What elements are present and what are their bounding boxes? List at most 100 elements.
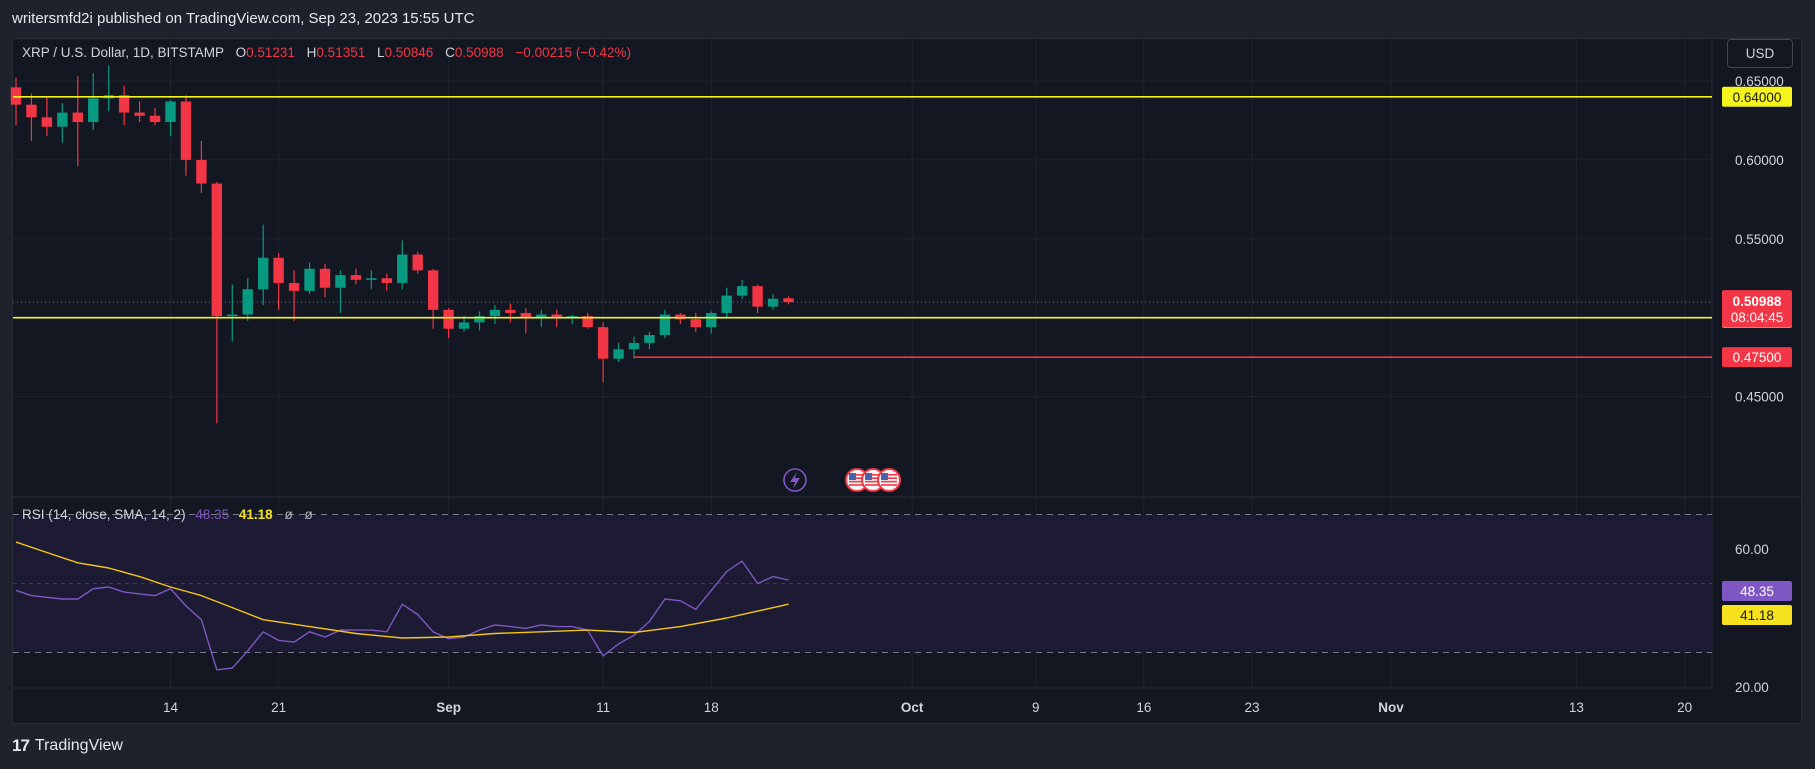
us-flag-stripe: [849, 484, 865, 486]
level-tag-label: 0.64000: [1733, 90, 1782, 105]
close-value: 0.50988: [454, 45, 504, 60]
rsi-value-tag: [1722, 581, 1792, 601]
candle-body: [736, 286, 748, 296]
open-label: O: [235, 45, 247, 60]
publisher-line: writersmfd2i published on TradingView.co…: [12, 10, 475, 27]
x-tick-label: 18: [704, 700, 719, 715]
candle-body: [335, 275, 346, 288]
rsi-empty-value-1: ø: [284, 507, 293, 522]
candle-body: [412, 254, 423, 271]
symbol-name[interactable]: XRP / U.S. Dollar, 1D, BITSTAMP: [22, 45, 224, 60]
countdown-label: 08:04:45: [1731, 310, 1784, 325]
candle-body: [536, 314, 547, 318]
high-label: H: [306, 45, 317, 60]
tradingview-brand: TradingView: [34, 737, 123, 754]
last-price-label: 0.50988: [1733, 294, 1782, 309]
us-flag-stripe: [849, 480, 865, 483]
low-label: L: [377, 45, 385, 60]
us-flag-stripe: [865, 474, 881, 476]
candle-body: [644, 335, 655, 343]
rsi-indicator-name[interactable]: RSI (14, close, SMA, 14, 2): [22, 507, 186, 522]
candle-body: [227, 314, 238, 317]
candle-body: [304, 268, 315, 291]
candle-body: [706, 312, 717, 328]
x-tick-label: 23: [1244, 700, 1259, 715]
candle-body: [258, 257, 269, 290]
us-flag-canton: [865, 473, 872, 480]
level-tag-label: 0.47500: [1733, 350, 1782, 365]
us-flag-stripe: [881, 474, 897, 476]
rsi-empty-value-2: ø: [304, 507, 313, 522]
candle-body: [242, 289, 253, 315]
x-tick-label: 16: [1136, 700, 1151, 715]
tradingview-logo[interactable]: 17 TradingView: [12, 736, 123, 756]
x-tick-label: 11: [596, 700, 610, 715]
last-price-tag: [1722, 290, 1792, 328]
candle-body: [752, 286, 763, 307]
candle-body: [288, 282, 300, 291]
candle-body: [366, 278, 377, 280]
candle-body: [319, 268, 331, 288]
candle-body: [165, 101, 176, 123]
currency-button[interactable]: USD: [1727, 39, 1793, 68]
us-flag-canton: [849, 473, 856, 480]
top-bar: writersmfd2i published on TradingView.co…: [0, 0, 1815, 38]
rsi-y-tick-label: 60.00: [1735, 542, 1769, 557]
y-tick-label: 0.60000: [1735, 153, 1784, 168]
candle-body: [551, 314, 562, 318]
rsi-value-tag-label: 48.35: [1740, 584, 1774, 599]
candle-body: [134, 112, 145, 116]
candle-body: [427, 270, 439, 310]
x-tick-label: 13: [1569, 700, 1584, 715]
high-value: 0.51351: [316, 45, 366, 60]
candle-body: [489, 309, 501, 317]
x-tick-label: Oct: [901, 700, 924, 715]
low-value: 0.50846: [384, 45, 434, 60]
us-flag-stripe: [865, 480, 881, 483]
candle-body: [149, 115, 161, 123]
price-legend: XRP / U.S. Dollar, 1D, BITSTAMP O0.51231…: [22, 45, 631, 60]
us-flag-stripe: [881, 484, 897, 486]
us-flag-stripe: [865, 477, 881, 479]
candle-body: [41, 117, 53, 127]
y-tick-label: 0.65000: [1735, 74, 1784, 89]
x-tick-label: 9: [1032, 700, 1040, 715]
rsi-value-tag: [1722, 605, 1792, 625]
rsi-value: 48.35: [195, 507, 230, 522]
candle-body: [381, 278, 392, 283]
rsi-value-tag-label: 41.18: [1740, 608, 1774, 623]
us-flag-stripe: [849, 477, 865, 479]
candle-body: [72, 112, 83, 123]
us-flag-stripe: [881, 480, 897, 483]
candle-body: [505, 309, 516, 313]
candle-body: [273, 257, 284, 283]
candle-body: [582, 316, 593, 328]
rsi-sma-value: 41.18: [238, 507, 273, 522]
rsi-line: [15, 560, 789, 671]
candle-body: [690, 319, 701, 328]
rsi-ma-line: [15, 541, 789, 639]
candle-body: [397, 254, 408, 283]
us-flag-stripe: [849, 474, 865, 476]
candle-body: [211, 183, 223, 317]
close-label: C: [445, 45, 455, 60]
x-tick-label: 20: [1677, 700, 1692, 715]
candle-body: [350, 275, 362, 280]
footer-bar: [0, 724, 1815, 769]
tradingview-logo-icon: 17: [12, 736, 30, 755]
candle-body: [458, 322, 470, 329]
rsi-y-tick-label: 20.00: [1735, 680, 1769, 695]
lightning-icon: [783, 468, 807, 492]
open-value: 0.51231: [246, 45, 295, 60]
y-tick-label: 0.55000: [1735, 232, 1784, 247]
x-tick-label: 14: [163, 700, 179, 715]
us-flag-stripe: [865, 484, 881, 486]
change-value: −0.00215 (−0.42%): [515, 45, 632, 60]
candle-body: [180, 101, 192, 160]
lightning-icon-glyph: [790, 472, 800, 489]
candle-body: [196, 159, 207, 184]
candle-body: [721, 295, 732, 313]
candle-body: [783, 298, 794, 303]
candle-body: [613, 349, 624, 359]
